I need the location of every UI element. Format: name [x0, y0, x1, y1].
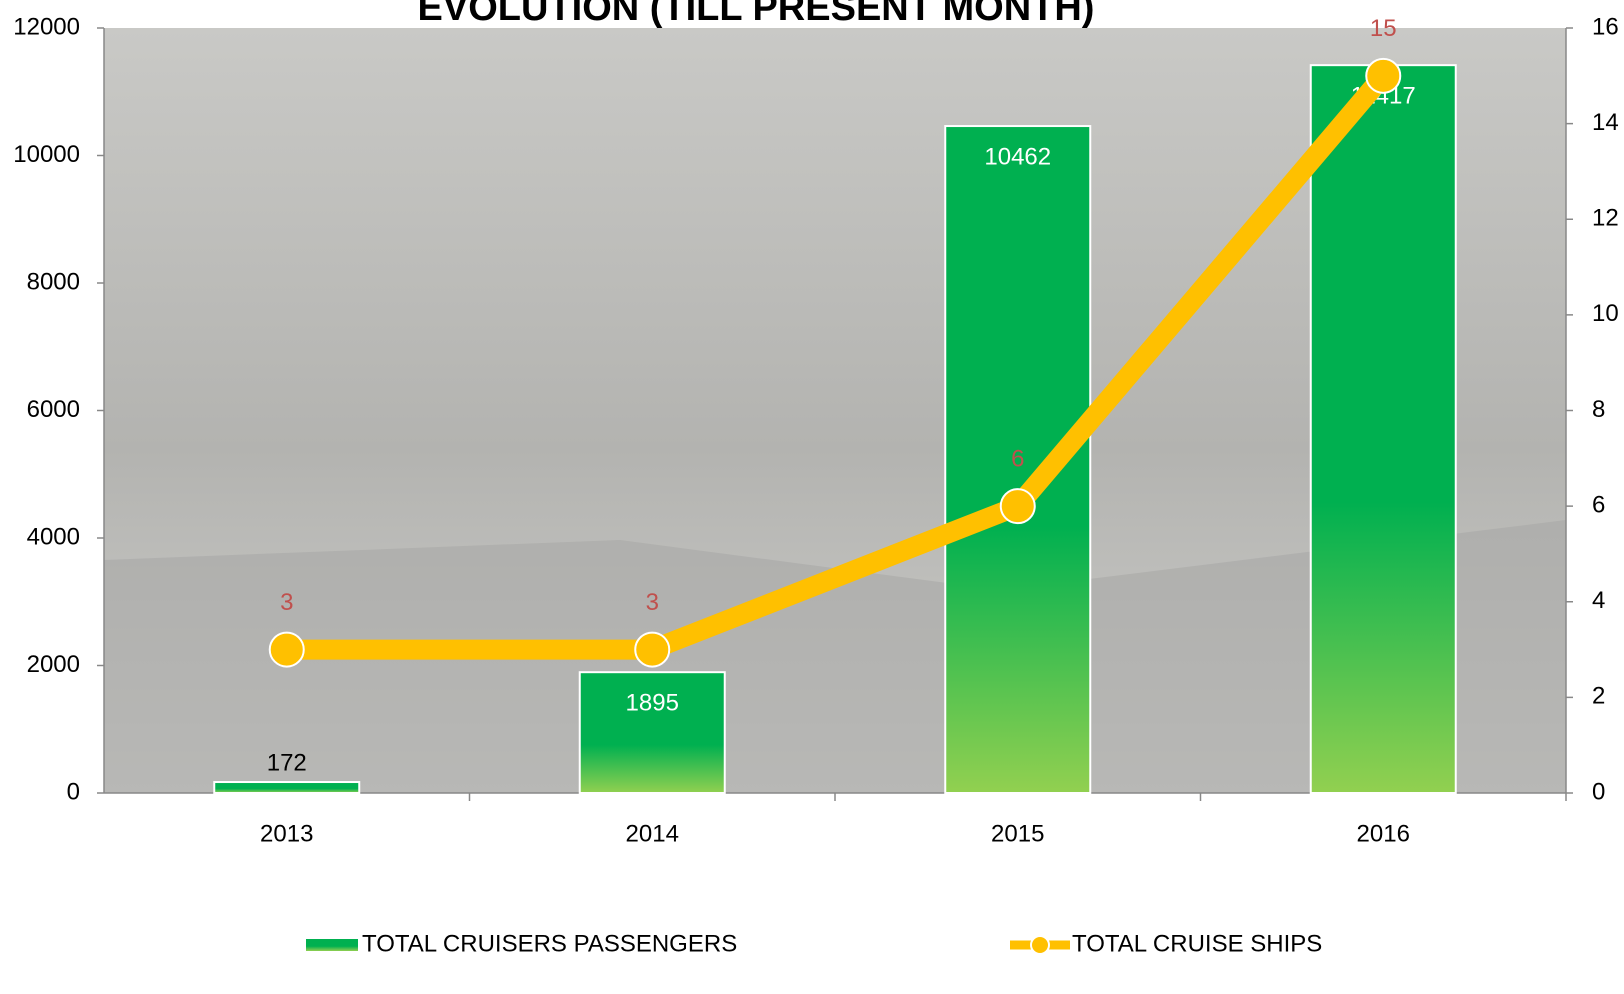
y2-tick-label: 6: [1592, 491, 1605, 518]
y2-tick-label: 2: [1592, 683, 1605, 710]
line-marker: [1365, 57, 1402, 94]
y2-tick-label: 8: [1592, 396, 1605, 423]
bar-value-label: 172: [267, 749, 307, 776]
bar-value-label: 1895: [626, 690, 679, 717]
bar-value-label: 10462: [984, 143, 1051, 170]
line-value-label: 3: [280, 589, 293, 616]
photo-shade: [104, 520, 1566, 793]
y2-tick-label: 16: [1592, 13, 1619, 40]
x-tick-label: 2014: [626, 820, 679, 847]
y-tick-label: 4000: [27, 523, 80, 550]
y2-tick-label: 10: [1592, 300, 1619, 327]
bar: [1309, 64, 1457, 794]
y2-tick-label: 0: [1592, 778, 1605, 805]
legend-label: TOTAL CRUISERS PASSENGERS: [362, 930, 737, 957]
y2-tick-label: 4: [1592, 587, 1605, 614]
line-value-label: 6: [1011, 445, 1024, 472]
legend-swatch: [306, 939, 358, 951]
x-tick-label: 2016: [1357, 820, 1410, 847]
y-tick-label: 6000: [27, 396, 80, 423]
bar: [213, 781, 361, 794]
line-marker: [999, 488, 1036, 525]
line-value-label: 3: [646, 589, 659, 616]
legend-label: TOTAL CRUISE SHIPS: [1072, 930, 1322, 957]
x-tick-label: 2015: [991, 820, 1044, 847]
chart-title: EVOLUTION (TILL PRESENT MONTH): [418, 0, 1095, 29]
line-marker: [268, 631, 305, 668]
y-tick-label: 10000: [13, 141, 80, 168]
y-tick-label: 8000: [27, 268, 80, 295]
y2-tick-label: 12: [1592, 205, 1619, 232]
line: [286, 69, 1391, 660]
y2-tick-label: 14: [1592, 109, 1619, 136]
x-tick-label: 2013: [260, 820, 313, 847]
y-tick-label: 2000: [27, 651, 80, 678]
bar: [578, 671, 726, 794]
line-value-label: 15: [1370, 15, 1397, 42]
legend-marker: [1030, 935, 1050, 955]
y-tick-label: 12000: [13, 13, 80, 40]
y-tick-label: 0: [67, 778, 80, 805]
line-marker: [634, 631, 671, 668]
